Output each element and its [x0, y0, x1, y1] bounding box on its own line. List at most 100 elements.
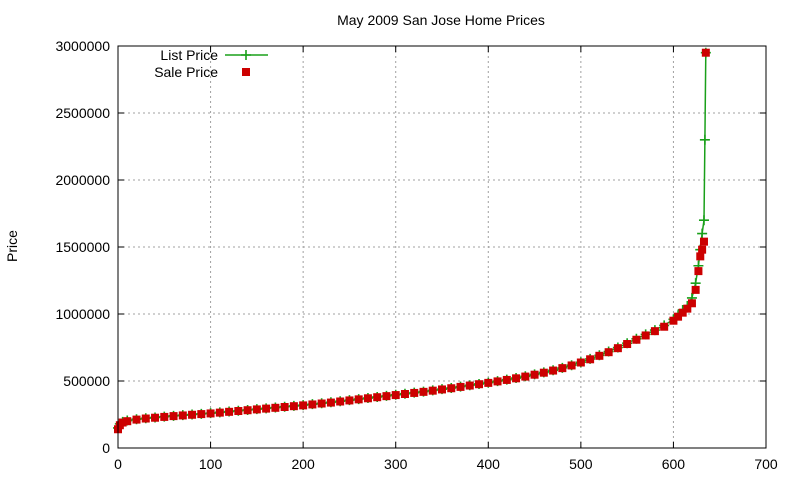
grid-lines: [118, 46, 766, 448]
data-point: [289, 402, 298, 411]
data-point: [613, 344, 622, 353]
data-point: [438, 385, 446, 394]
data-point: [252, 405, 261, 414]
data-point: [345, 396, 354, 405]
data-point: [683, 304, 692, 313]
data-point: [465, 381, 474, 390]
data-point: [558, 364, 567, 373]
data-point: [197, 410, 206, 419]
legend-label: Sale Price: [154, 64, 218, 80]
data-point: [308, 400, 317, 409]
y-tick-labels: 0 500000 1000000 1500000 2000000 2500000 30000…: [55, 38, 110, 456]
data-point: [225, 407, 234, 416]
y-tick-label: 3000000: [55, 38, 110, 54]
data-point: [698, 215, 709, 226]
x-tick-label: 100: [199, 456, 223, 472]
data-point: [701, 48, 710, 57]
data-point: [691, 285, 700, 294]
x-tick-label: 200: [291, 456, 315, 472]
data-point: [632, 335, 641, 344]
series-1: [114, 48, 710, 434]
data-point: [400, 389, 409, 398]
data-point: [160, 412, 169, 421]
data-point: [694, 267, 703, 276]
data-point: [410, 388, 419, 397]
data-point: [696, 252, 705, 261]
y-tick-label: 0: [102, 440, 110, 456]
y-tick-label: 2000000: [55, 172, 110, 188]
data-point: [123, 417, 132, 426]
data-point: [118, 418, 127, 427]
data-point: [567, 361, 576, 370]
data-point: [419, 387, 428, 396]
data-point: [502, 375, 511, 384]
axes: [117, 45, 767, 449]
data-point: [456, 382, 465, 391]
y-tick-label: 1500000: [55, 239, 110, 255]
data-point: [243, 406, 252, 415]
data-point: [604, 348, 613, 357]
data-point: [428, 386, 437, 395]
data-point: [699, 134, 710, 145]
series-line: [117, 52, 707, 429]
data-point: [641, 331, 650, 340]
data-point: [669, 316, 678, 325]
data-point: [650, 327, 659, 336]
data-point: [234, 407, 243, 416]
y-tick-label: 1000000: [55, 306, 110, 322]
data-point: [586, 355, 595, 364]
data-point: [539, 368, 548, 377]
data-point: [512, 374, 521, 383]
data-point: [697, 228, 708, 239]
series-0: [113, 47, 711, 433]
data-point: [299, 401, 308, 410]
data-point: [141, 414, 150, 423]
y-axis-label: Price: [4, 230, 20, 262]
data-point: [687, 299, 696, 308]
data-point: [698, 245, 707, 254]
data-point: [326, 398, 335, 407]
legend-label: List Price: [160, 47, 218, 63]
legend-marker: [242, 68, 250, 76]
data-point: [151, 413, 160, 422]
data-point: [271, 403, 280, 412]
data-point: [623, 340, 632, 349]
x-tick-label: 0: [114, 456, 122, 472]
x-tick-label: 400: [477, 456, 501, 472]
plot-area: [113, 47, 711, 434]
data-point: [178, 411, 187, 420]
data-point: [132, 415, 141, 424]
x-tick-label: 500: [569, 456, 593, 472]
y-tick-label: 2500000: [55, 105, 110, 121]
data-point: [595, 351, 604, 360]
legend-marker: [241, 50, 251, 60]
data-point: [391, 391, 400, 400]
data-point: [699, 237, 708, 246]
data-point: [188, 410, 197, 419]
data-point: [382, 392, 391, 401]
data-point: [373, 393, 382, 402]
data-point: [447, 384, 456, 393]
data-point: [475, 380, 484, 389]
data-point: [678, 308, 687, 317]
x-tick-label: 700: [754, 456, 778, 472]
data-point: [674, 312, 683, 321]
data-point: [262, 404, 271, 413]
data-point: [530, 370, 539, 379]
data-point: [215, 408, 224, 417]
data-point: [206, 409, 215, 418]
data-point: [484, 378, 493, 387]
data-point: [576, 358, 585, 367]
x-tick-label: 300: [384, 456, 408, 472]
chart-title: May 2009 San Jose Home Prices: [337, 12, 545, 28]
data-point: [493, 377, 502, 386]
data-point: [317, 399, 326, 408]
y-tick-label: 500000: [63, 373, 110, 389]
data-point: [549, 366, 558, 375]
data-point: [521, 372, 530, 381]
x-tick-label: 600: [662, 456, 686, 472]
x-tick-labels: 0 100 200 300 400 500 600 700: [114, 456, 778, 472]
data-point: [354, 395, 363, 404]
